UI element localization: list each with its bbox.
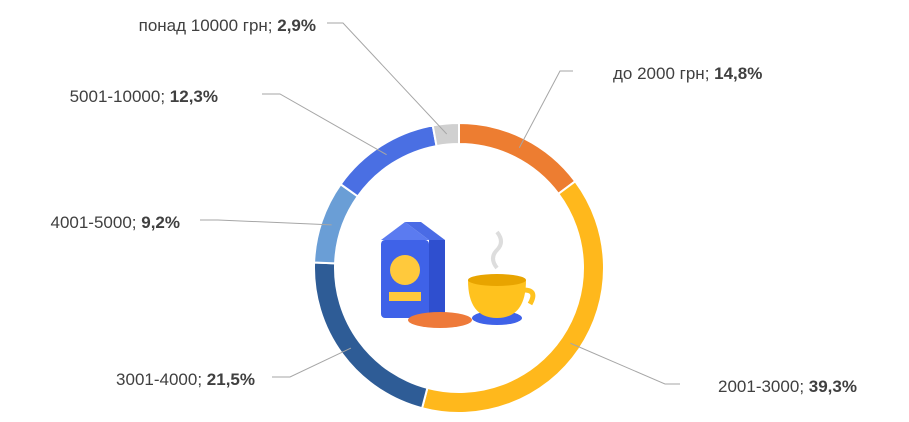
value-label: 21,5% bbox=[207, 370, 255, 389]
leader-line bbox=[570, 343, 680, 384]
value-label: 39,3% bbox=[809, 377, 857, 396]
label-separator: ; bbox=[132, 213, 141, 232]
leader-line bbox=[327, 23, 447, 134]
category-label: 2001-3000 bbox=[718, 377, 799, 396]
data-label: 5001-10000; 12,3% bbox=[70, 87, 218, 106]
category-label: 4001-5000 bbox=[50, 213, 131, 232]
label-separator: ; bbox=[197, 370, 206, 389]
value-label: 14,8% bbox=[714, 64, 762, 83]
value-label: 12,3% bbox=[170, 87, 218, 106]
illustration bbox=[381, 222, 533, 328]
label-separator: ; bbox=[705, 64, 714, 83]
donut-segment bbox=[341, 125, 437, 196]
value-label: 2,9% bbox=[277, 16, 316, 35]
data-label: понад 10000 грн; 2,9% bbox=[139, 16, 316, 35]
chart: до 2000 грн; 14,8% 2001-3000; 39,3% 3001-4… bbox=[0, 0, 909, 422]
leader-line bbox=[519, 71, 573, 148]
category-label: до 2000 грн bbox=[613, 64, 705, 83]
donut-segment bbox=[459, 123, 575, 194]
data-label: 4001-5000; 9,2% bbox=[50, 213, 180, 232]
donut-segment bbox=[314, 184, 358, 263]
value-label: 9,2% bbox=[141, 213, 180, 232]
label-separator: ; bbox=[799, 377, 808, 396]
leader-line bbox=[272, 348, 351, 377]
label-separator: ; bbox=[268, 16, 277, 35]
category-label: понад 10000 грн bbox=[139, 16, 268, 35]
category-label: 5001-10000 bbox=[70, 87, 161, 106]
label-separator: ; bbox=[160, 87, 169, 106]
data-label: до 2000 грн; 14,8% bbox=[613, 64, 762, 83]
data-label: 3001-4000; 21,5% bbox=[116, 370, 255, 389]
data-label: 2001-3000; 39,3% bbox=[718, 377, 857, 396]
category-label: 3001-4000 bbox=[116, 370, 197, 389]
donut-segment bbox=[433, 123, 459, 146]
leader-line bbox=[262, 94, 387, 155]
leader-line bbox=[200, 220, 332, 225]
